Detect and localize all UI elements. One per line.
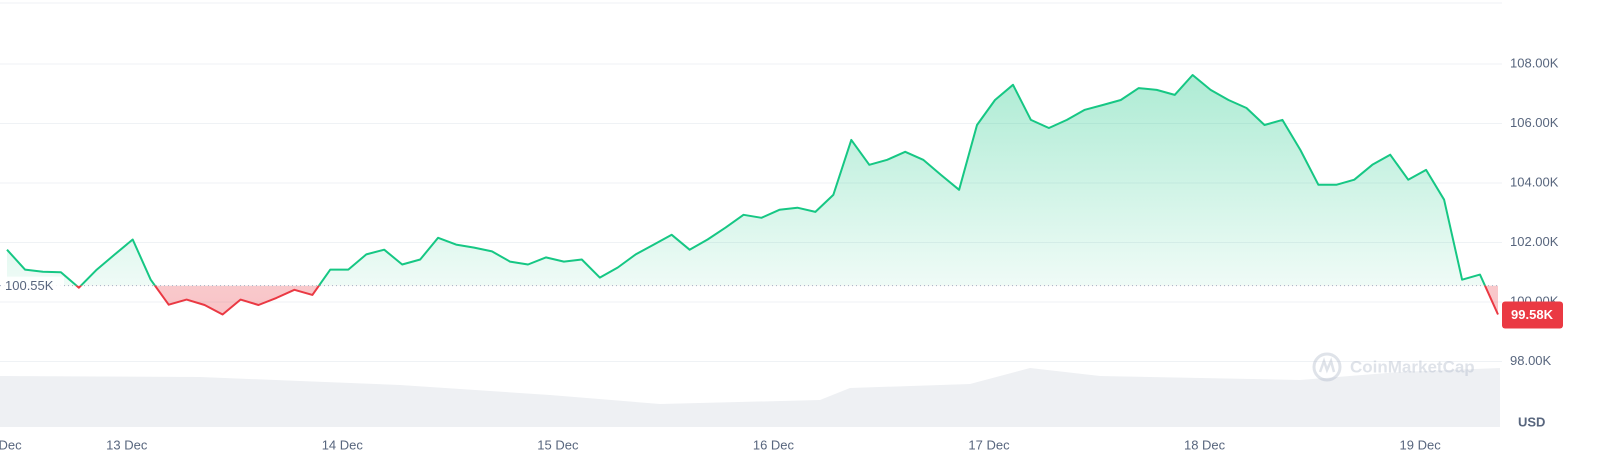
price-tag xyxy=(1502,301,1563,329)
x-tick-label: 19 Dec xyxy=(1400,437,1442,452)
y-tick-label: 102.00K xyxy=(1510,234,1559,249)
area-above xyxy=(7,75,1485,286)
price-tag-label: 99.58K xyxy=(1511,307,1554,322)
x-tick-label: 14 Dec xyxy=(322,437,364,452)
watermark: CoinMarketCap xyxy=(1312,352,1475,382)
price-line-down xyxy=(74,285,1499,316)
y-tick-label: 98.00K xyxy=(1510,353,1552,368)
baseline-label-bg xyxy=(2,276,64,295)
y-tick-label: 108.00K xyxy=(1510,55,1559,70)
x-tick-label: 15 Dec xyxy=(537,437,579,452)
volume-area xyxy=(0,368,1500,427)
watermark-text: CoinMarketCap xyxy=(1350,357,1475,376)
x-tick-label: 16 Dec xyxy=(753,437,795,452)
y-tick-label: 106.00K xyxy=(1510,115,1559,130)
y-tick-label: 104.00K xyxy=(1510,174,1559,189)
price-line-up xyxy=(6,74,1487,286)
baseline-label: 100.55K xyxy=(5,278,54,293)
x-tick-label: 12 Dec xyxy=(0,437,22,452)
x-tick-label: 17 Dec xyxy=(968,437,1010,452)
y-unit: USD xyxy=(1518,414,1545,429)
x-tick-label: 13 Dec xyxy=(106,437,148,452)
x-tick-label: 18 Dec xyxy=(1184,437,1226,452)
